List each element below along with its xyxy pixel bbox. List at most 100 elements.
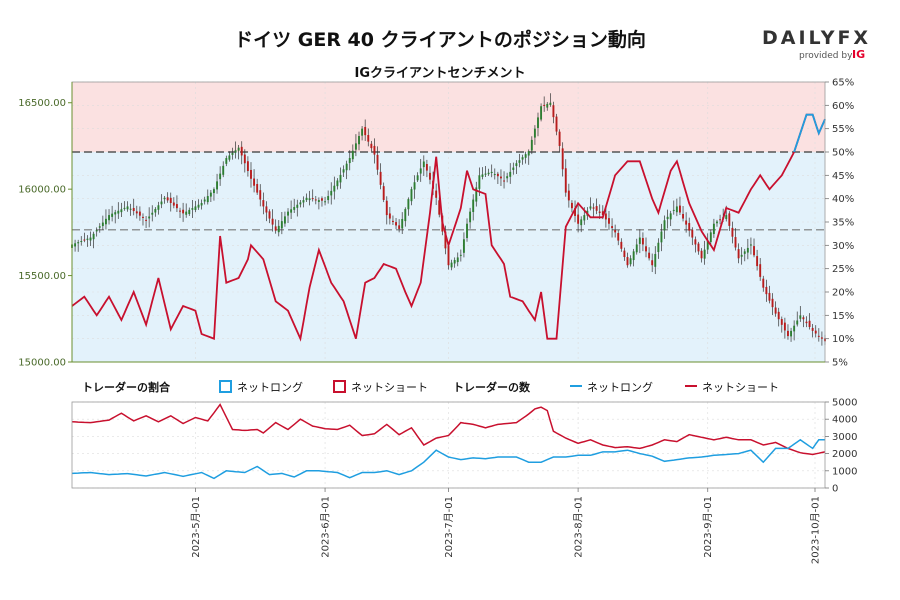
- candle-body: [358, 136, 360, 145]
- candle-body: [601, 211, 604, 216]
- candle-body: [466, 223, 468, 239]
- candle-body: [530, 139, 533, 151]
- candle-body: [222, 165, 225, 175]
- candle-body: [780, 319, 783, 325]
- candle-body: [515, 163, 518, 167]
- candle-body: [324, 201, 327, 203]
- candle-body: [385, 200, 388, 216]
- candle-body: [197, 204, 200, 208]
- legend-count-title: トレーダーの数: [453, 380, 531, 394]
- candle-body: [493, 174, 496, 176]
- percent-tick-label: 25%: [832, 264, 854, 275]
- price-tick-label: 16500.00: [18, 98, 66, 109]
- upper-plot: 15000.00 15500.00 16000.00 16500.00 5% 10% 15…: [18, 78, 854, 369]
- candle-body: [364, 126, 367, 136]
- candle-body: [129, 208, 132, 210]
- candle-body: [512, 167, 515, 170]
- candle-body: [577, 214, 580, 224]
- candle-body: [654, 253, 657, 267]
- dailyfx-logo: DAILYFX provided by IG: [762, 27, 868, 61]
- candle-body: [123, 207, 126, 209]
- candle-body: [95, 230, 98, 232]
- percent-tick-label: 50%: [832, 148, 854, 159]
- long-count-line: [71, 438, 825, 480]
- candle-body: [459, 254, 462, 256]
- candle-body: [679, 205, 681, 213]
- candle-body: [101, 222, 104, 227]
- candle-body: [410, 189, 413, 202]
- logo-ig: IG: [852, 48, 865, 61]
- candle-body: [706, 241, 709, 250]
- candle-body: [796, 320, 799, 325]
- candle-body: [231, 152, 234, 155]
- candle-body: [327, 196, 330, 201]
- count-tick-labels: 0 1000 2000 3000 4000 5000: [825, 398, 857, 495]
- lower-plot: 0 1000 2000 3000 4000 5000 2023-5月-01 2023-6月-…: [71, 398, 857, 564]
- candle-body: [151, 212, 154, 215]
- candle-body: [169, 197, 172, 203]
- candle-body: [296, 204, 299, 208]
- candle-body: [475, 187, 478, 202]
- candle-body: [521, 157, 524, 160]
- candle-body: [709, 232, 712, 243]
- candle-body: [104, 218, 107, 225]
- legend-count-short-label: ネットショート: [702, 381, 779, 394]
- percent-tick-label: 40%: [832, 194, 854, 205]
- candle-body: [404, 209, 407, 222]
- candle-body: [259, 190, 262, 200]
- candle-body: [157, 205, 160, 210]
- candle-body: [731, 227, 734, 237]
- candle-body: [268, 211, 271, 219]
- candle-body: [172, 202, 175, 206]
- legend-count-long-label: ネットロング: [587, 380, 653, 394]
- candle-body: [262, 200, 265, 207]
- candle-body: [163, 197, 166, 200]
- candle-body: [527, 151, 530, 156]
- candle-body: [537, 117, 539, 128]
- date-tick-label: 2023-10月-01: [810, 496, 822, 564]
- candle-body: [490, 171, 493, 173]
- date-tick-labels: 2023-5月-01 2023-6月-01 2023-7月-01 2023-8月-01…: [190, 488, 822, 564]
- candle-body: [608, 218, 610, 224]
- candle-body: [561, 148, 564, 170]
- candle-body: [311, 198, 314, 200]
- candle-body: [299, 202, 302, 205]
- candle-body: [768, 292, 771, 301]
- candle-body: [429, 172, 431, 180]
- candle-body: [481, 174, 484, 177]
- candle-body: [648, 252, 651, 259]
- percent-tick-label: 45%: [832, 171, 854, 182]
- candle-body: [339, 174, 342, 183]
- candle-body: [749, 244, 752, 246]
- candle-body: [120, 209, 123, 213]
- candle-body: [638, 237, 641, 244]
- candle-body: [194, 206, 197, 211]
- candle-body: [682, 213, 684, 219]
- candle-body: [552, 105, 555, 118]
- candle-body: [246, 161, 249, 172]
- candle-body: [756, 256, 759, 267]
- percent-tick-labels: 5% 10% 15% 20% 25% 30% 35% 40% 45% 50% 55% 60% 65%: [825, 78, 854, 369]
- candle-body: [351, 150, 354, 160]
- candle-body: [401, 218, 404, 229]
- candle-body: [592, 207, 595, 209]
- candle-body: [719, 219, 722, 221]
- candle-body: [746, 247, 749, 253]
- candle-body: [712, 223, 715, 235]
- candle-body: [388, 213, 391, 219]
- candle-body: [740, 254, 743, 257]
- candle-body: [413, 182, 416, 190]
- date-tick-label: 2023-8月-01: [573, 496, 585, 558]
- candle-body: [419, 168, 422, 174]
- candle-body: [484, 173, 487, 175]
- candle-body: [783, 322, 786, 331]
- candle-body: [219, 173, 222, 180]
- percent-tick-label: 10%: [832, 334, 854, 345]
- candle-body: [790, 330, 793, 337]
- date-tick-label: 2023-5月-01: [190, 496, 202, 558]
- candle-body: [700, 250, 703, 259]
- candle-body: [271, 218, 274, 225]
- candle-body: [753, 246, 755, 256]
- long-pct-line-red: [71, 113, 826, 342]
- candle-body: [737, 249, 740, 259]
